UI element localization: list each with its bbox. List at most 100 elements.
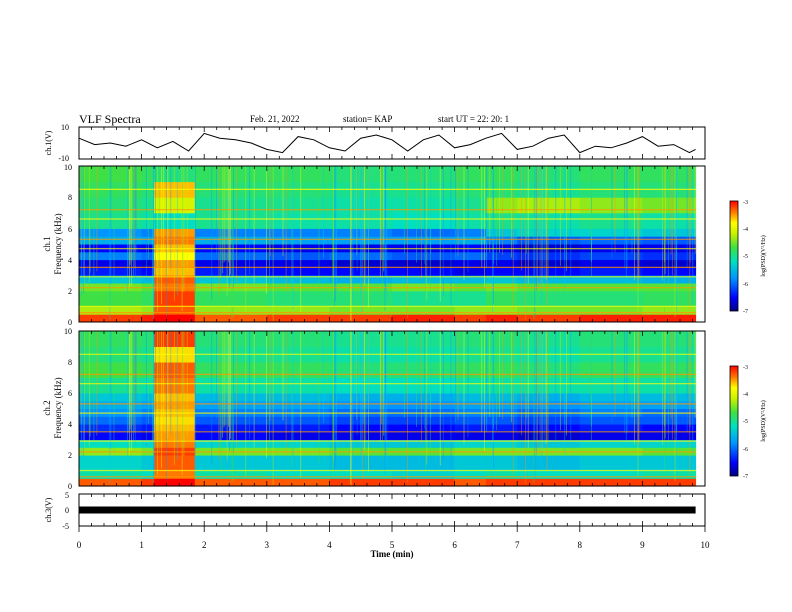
spectrogram-cell (454, 251, 487, 261)
spectrogram-cell (266, 166, 330, 183)
ch1-colorbar: -3 -4 -5 -6 -7 log(PSD)(V²/Hz) (729, 200, 767, 315)
spectrogram-cell (154, 212, 196, 229)
spectrogram-cell (454, 431, 487, 441)
spectrogram-cell (154, 290, 196, 307)
spectrogram-cell (194, 439, 268, 448)
spectrogram-cell (329, 416, 393, 425)
date-label: Feb. 21, 2022 (250, 114, 300, 124)
x-tick-label: 2 (202, 540, 207, 550)
spectrogram-cell (579, 166, 643, 183)
spectrogram-cell (485, 400, 518, 410)
spectrogram-cell (642, 236, 697, 245)
spectrogram-cell (485, 478, 518, 487)
ch1-trace-line (78, 132, 696, 154)
spectrogram-cell (141, 431, 155, 441)
x-tick-label: 1 (139, 540, 144, 550)
spectrogram-cell (642, 331, 697, 347)
spectrogram-cell (454, 377, 487, 394)
spectrogram-cell (141, 439, 155, 448)
ch2-colorbar-ramp (729, 365, 739, 477)
spectrogram-cell (154, 228, 196, 237)
spectrogram-cell (454, 393, 487, 402)
ch1-ytick-2: 2 (68, 287, 72, 296)
spectrogram-cell (642, 306, 697, 315)
spectrogram-cell (517, 431, 581, 441)
spectrogram-cell (642, 228, 697, 237)
spectrogram-cell (266, 267, 330, 276)
spectrogram-cell (194, 470, 268, 479)
spectrogram-cell (329, 393, 393, 402)
ch1-colorbar-label: log(PSD)(V²/Hz) (760, 235, 767, 276)
spectrogram-cell (642, 416, 697, 425)
spectrogram-cell (517, 306, 581, 315)
spectrogram-cell (642, 455, 697, 471)
spectrogram-cell (517, 275, 581, 284)
spectrogram-cell (194, 267, 268, 276)
spectrogram-cell (392, 267, 456, 276)
spectrogram-cell (579, 212, 643, 229)
spectrogram-cell (579, 377, 643, 394)
spectrogram-cell (141, 251, 155, 261)
spectrogram-cell (154, 400, 196, 410)
spectrogram-cell (266, 290, 330, 307)
spectrogram-cell (141, 259, 155, 268)
spectrogram-cell (517, 424, 581, 433)
spectrogram-cell (642, 377, 697, 394)
spectrogram-cell (154, 197, 196, 214)
ch2-spectrogram-panel: ch.2 Frequency (kHz) 0 2 4 6 8 10 (42, 327, 706, 491)
spectrogram-cell (454, 212, 487, 229)
spectrogram-cell (579, 259, 643, 268)
spectrogram-cell (485, 267, 518, 276)
spectrogram-cell (329, 166, 393, 183)
ch1-ytick-0: 0 (68, 318, 72, 327)
spectrogram-cell (266, 251, 330, 261)
ch2-colorbar-tick--4: -4 (743, 392, 748, 398)
x-tick-label: 9 (640, 540, 645, 550)
spectrogram-cell (485, 424, 518, 433)
spectrogram-cell (194, 166, 268, 183)
spectrogram-cell (392, 377, 456, 394)
x-tick-label: 0 (77, 540, 82, 550)
ch3-ytick-0: 0 (65, 506, 69, 515)
spectrogram-cell (141, 478, 155, 487)
ch2-colorbar-tick--6: -6 (743, 447, 748, 453)
spectrogram-cell (392, 314, 456, 323)
ch2-ytick-4: 4 (68, 420, 72, 429)
spectrogram-cell (141, 290, 155, 307)
spectrogram-cell (141, 228, 155, 237)
spectrogram-cell (579, 455, 643, 471)
spectrogram-cell (329, 259, 393, 268)
ch2-colorbar: -3 -4 -5 -6 -7 log(PSD)(V²/Hz) (729, 365, 767, 480)
spectrogram-cell (454, 259, 487, 268)
spectrogram-cell (154, 251, 196, 261)
spectrogram-cell (266, 478, 330, 487)
ch2-colorbar-label: log(PSD)(V²/Hz) (760, 400, 767, 441)
spectrogram-cell (579, 362, 643, 378)
spectrogram-cell (266, 197, 330, 214)
spectrogram-cell (329, 228, 393, 237)
spectrogram-cell (517, 393, 581, 402)
spectrogram-cell (392, 470, 456, 479)
spectrogram-cell (154, 267, 196, 276)
ch1-ytick-8: 8 (68, 193, 72, 202)
spectrogram-cell (194, 424, 268, 433)
spectrogram-cell (517, 236, 581, 245)
x-axis-label: Time (min) (370, 549, 413, 559)
spectrogram-cell (329, 470, 393, 479)
spectrogram-cell (266, 470, 330, 479)
spectrogram-cell (642, 212, 697, 229)
spectrogram-cell (642, 362, 697, 378)
spectrogram-cell (154, 393, 196, 402)
spectrogram-cell (141, 212, 155, 229)
spectrogram-cell (392, 166, 456, 183)
spectrogram-cell (194, 314, 268, 323)
spectrogram-cell (485, 236, 518, 245)
spectrogram-cell (154, 455, 196, 471)
spectrogram-cell (454, 478, 487, 487)
spectrogram-cell (329, 377, 393, 394)
spectrogram-cell (329, 431, 393, 441)
spectrogram-cell (642, 470, 697, 479)
spectrogram-cell (392, 416, 456, 425)
spectrogram-cell (266, 306, 330, 315)
